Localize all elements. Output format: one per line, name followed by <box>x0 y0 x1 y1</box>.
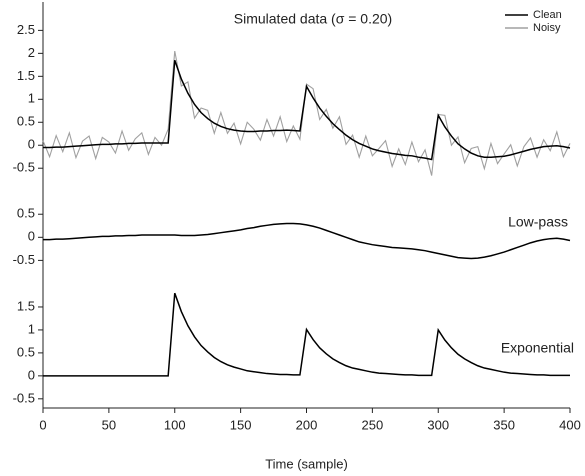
y-tick-label: 1.5 <box>17 298 35 313</box>
x-tick-label: 250 <box>362 417 384 432</box>
y-tick-label: 0 <box>28 229 35 244</box>
y-tick-label: -0.5 <box>13 390 35 405</box>
y-tick-label: 0.5 <box>17 344 35 359</box>
legend-label: Clean <box>533 9 562 21</box>
panel-title: Exponential <box>501 340 574 356</box>
y-tick-label: 0 <box>28 137 35 152</box>
y-tick-label: 0.5 <box>17 114 35 129</box>
x-tick-label: 200 <box>296 417 318 432</box>
data-line <box>43 222 571 260</box>
y-tick-label: 0.5 <box>17 206 35 221</box>
y-tick-label: -0.5 <box>13 252 35 267</box>
y-tick-label: 1 <box>28 91 35 106</box>
x-tick-label: 350 <box>493 417 515 432</box>
y-tick-label: 0 <box>28 367 35 382</box>
data-line <box>43 292 570 377</box>
panel-title: Low-pass <box>508 214 568 230</box>
x-tick-label: 0 <box>39 417 46 432</box>
y-tick-label: 1.5 <box>17 68 35 83</box>
y-tick-label: 2.5 <box>17 22 35 37</box>
x-tick-label: 300 <box>427 417 449 432</box>
legend-label: Noisy <box>533 22 561 34</box>
y-tick-label: 2 <box>28 45 35 60</box>
x-tick-label: 150 <box>230 417 252 432</box>
y-tick-label: 1 <box>28 321 35 336</box>
panel-title: Simulated data (σ = 0.20) <box>234 11 392 27</box>
x-axis-label: Time (sample) <box>265 456 348 471</box>
x-tick-label: 400 <box>559 417 581 432</box>
x-tick-label: 50 <box>102 417 116 432</box>
x-tick-label: 100 <box>164 417 186 432</box>
data-line <box>43 59 571 161</box>
y-tick-label: -0.5 <box>13 160 35 175</box>
data-line <box>42 50 571 176</box>
